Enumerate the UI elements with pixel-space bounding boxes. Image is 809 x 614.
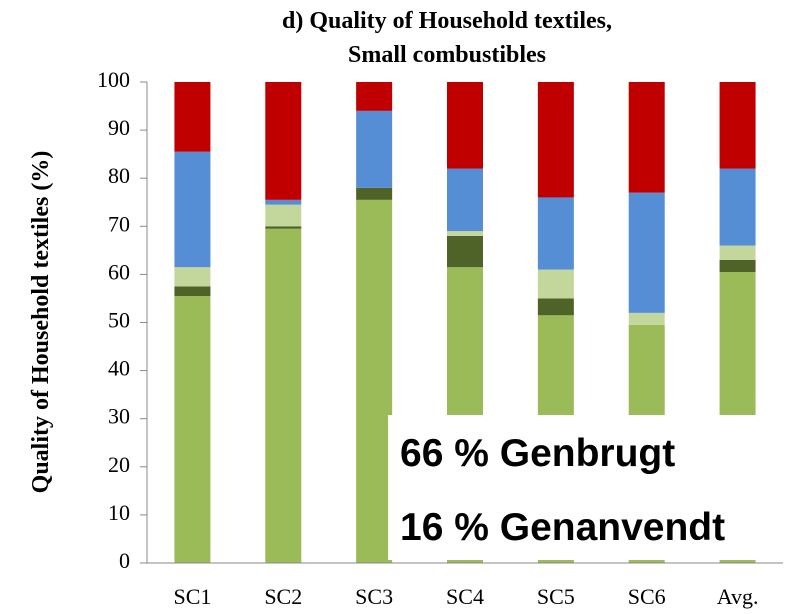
- bar-segment: [356, 82, 393, 111]
- bar-segment: [628, 82, 665, 193]
- y-tick-label: 90: [108, 115, 130, 140]
- bar-segment: [174, 286, 211, 297]
- bar-segment: [537, 298, 574, 316]
- bar-segment: [628, 312, 665, 325]
- y-tick-label: 50: [108, 308, 130, 333]
- x-tick-label: SC3: [355, 584, 393, 609]
- bar-segment: [174, 267, 211, 287]
- x-tick-label: Avg.: [717, 584, 759, 609]
- bar-segment: [265, 199, 302, 205]
- x-tick-label: SC2: [264, 584, 302, 609]
- bar-segment: [174, 296, 211, 563]
- bar-segment: [265, 226, 302, 229]
- bar-segment: [537, 197, 574, 270]
- bar-segment: [719, 259, 756, 272]
- bar-segment: [447, 82, 483, 169]
- annotation: 66 % Genbrugt: [400, 432, 675, 475]
- annotation-box: [388, 415, 790, 560]
- y-tick-label: 70: [108, 211, 130, 236]
- x-tick-label: SC4: [446, 584, 484, 609]
- bar-segment: [537, 82, 574, 198]
- bar-segment: [265, 204, 302, 227]
- y-tick-label: 40: [108, 356, 130, 381]
- y-tick-label: 80: [108, 163, 130, 188]
- bar-segment: [356, 199, 393, 563]
- bar-segment: [719, 245, 756, 260]
- chart-title: Small combustibles: [348, 42, 546, 68]
- bar-segment: [719, 82, 756, 169]
- bar-segment: [537, 269, 574, 299]
- x-tick-label: SC1: [173, 584, 211, 609]
- chart-title: d) Quality of Household textiles,: [282, 8, 612, 34]
- y-tick-label: 10: [108, 500, 130, 525]
- bar-segment: [174, 82, 211, 152]
- y-tick-label: 0: [119, 548, 130, 573]
- y-tick-label: 60: [108, 259, 130, 284]
- y-tick-label: 100: [97, 67, 130, 92]
- annotation: 16 % Genanvendt: [400, 506, 725, 549]
- y-tick-label: 20: [108, 452, 130, 477]
- x-tick-label: SC5: [537, 584, 575, 609]
- bar-segment: [447, 231, 483, 236]
- bar-segment: [719, 168, 756, 246]
- y-tick-label: 30: [108, 404, 130, 429]
- bar-segment: [356, 187, 393, 200]
- bar-segment: [174, 151, 211, 268]
- bar-segment: [447, 235, 483, 268]
- x-tick-label: SC6: [628, 584, 666, 609]
- bar-segment: [447, 168, 483, 232]
- y-axis-label: Quality of Household textiles (%): [28, 151, 54, 494]
- bar-segment: [628, 192, 665, 313]
- bar-segment: [265, 82, 302, 200]
- bar-segment: [265, 228, 302, 563]
- bar-segment: [356, 110, 393, 188]
